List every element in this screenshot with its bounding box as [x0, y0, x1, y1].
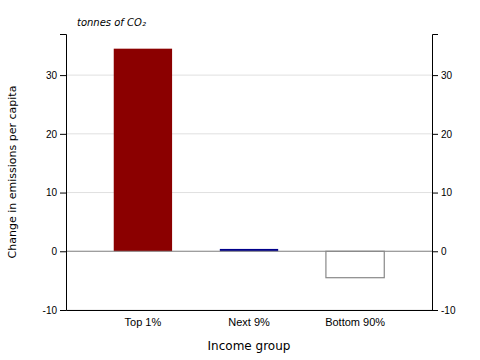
tick-label: 20 — [46, 129, 58, 140]
bar — [326, 251, 384, 277]
tick-mark — [432, 134, 438, 135]
tick-mark — [60, 251, 66, 252]
tick: 30 — [46, 70, 66, 81]
tick-label: 10 — [46, 187, 58, 198]
tick: 10 — [432, 187, 453, 198]
tick-mark — [60, 134, 66, 135]
axis-line — [67, 310, 433, 311]
tick-label: 20 — [441, 129, 453, 140]
y2-axis: -10 0 10 20 30 — [432, 35, 456, 316]
tick: Next 9% — [228, 316, 270, 328]
tick-label: 30 — [46, 70, 58, 81]
zero-line — [66, 251, 432, 252]
tick-mark — [432, 310, 438, 311]
tick: -10 — [432, 305, 456, 316]
plot: Top 1% Next 9% Bottom 90% -10 0 10 20 30 -10 0 10 2… — [43, 35, 456, 328]
annotation: tonnes of CO₂ — [77, 17, 146, 28]
bar — [114, 49, 172, 252]
x-axis-title: Income group — [208, 339, 291, 353]
tick: Top 1% — [125, 316, 162, 328]
tick-mark — [60, 75, 66, 76]
tick: 0 — [51, 246, 66, 257]
tick: 30 — [432, 70, 453, 81]
tick-label: -10 — [441, 305, 456, 316]
x-axis: Top 1% Next 9% Bottom 90% — [67, 311, 433, 328]
grid-line — [66, 310, 432, 311]
tick: 20 — [46, 129, 66, 140]
tick: 10 — [46, 187, 66, 198]
tick-label: 10 — [441, 187, 453, 198]
tick: 0 — [432, 246, 447, 257]
tick-label: 0 — [441, 246, 447, 257]
tick: -10 — [43, 305, 66, 316]
tick-label: Next 9% — [228, 316, 270, 328]
tick-label: -10 — [43, 305, 58, 316]
tick-label: 30 — [441, 70, 453, 81]
y-axis-title: Change in emissions per capita — [6, 86, 19, 259]
tick-mark — [60, 310, 66, 311]
tick-label: 0 — [51, 246, 57, 257]
axis-line — [433, 35, 439, 311]
chart: Top 1% Next 9% Bottom 90% -10 0 10 20 30 -10 0 10 2… — [0, 0, 480, 360]
tick: Bottom 90% — [325, 316, 385, 328]
tick-mark — [432, 251, 438, 252]
tick-mark — [432, 193, 438, 194]
tick: 20 — [432, 129, 453, 140]
bars — [114, 49, 385, 278]
tick-mark — [432, 75, 438, 76]
tick-label: Bottom 90% — [325, 316, 385, 328]
axis-line — [60, 35, 67, 311]
tick-label: Top 1% — [125, 316, 162, 328]
tick-mark — [60, 193, 66, 194]
grid-line — [66, 251, 432, 252]
y-axis: -10 0 10 20 30 — [43, 35, 67, 316]
